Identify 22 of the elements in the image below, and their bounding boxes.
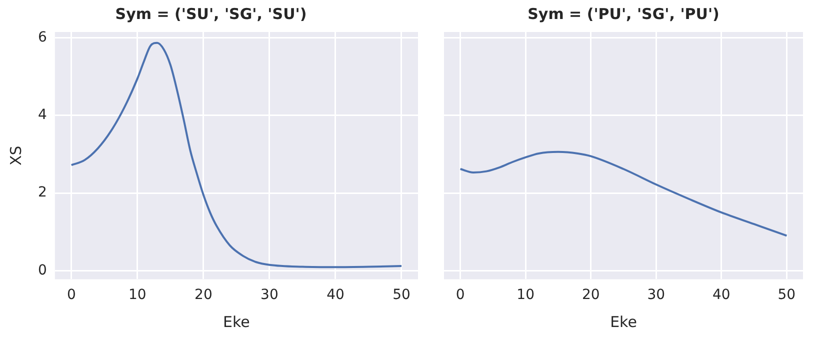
line-series [70, 42, 402, 268]
x-tick-label: 50 [778, 287, 796, 304]
x-axis-title: Eke [610, 312, 637, 331]
x-tick-label: 50 [392, 287, 410, 304]
y-tick-label: 2 [38, 184, 47, 201]
x-axis-title: Eke [223, 312, 250, 331]
x-tick-label: 10 [128, 287, 146, 304]
y-tick-label: 0 [38, 262, 47, 278]
x-tick-label: 0 [66, 287, 76, 304]
x-tick-label: 20 [194, 287, 212, 304]
y-tick-label: 6 [38, 29, 47, 46]
x-tick-label: 40 [326, 287, 344, 304]
x-tick-label: 20 [582, 287, 600, 304]
x-tick-label: 40 [712, 287, 730, 304]
x-tick-label: 30 [647, 287, 666, 304]
y-axis-title: XS [6, 146, 25, 166]
chart-title: Sym = ('SU', 'SG', 'SU') [115, 4, 307, 23]
x-tick-label: 30 [260, 287, 278, 304]
x-tick-label: 10 [516, 287, 535, 304]
chart-title: Sym = ('PU', 'SG', 'PU') [528, 4, 720, 23]
x-tick-label: 0 [456, 287, 465, 304]
y-tick-label: 4 [38, 107, 47, 124]
